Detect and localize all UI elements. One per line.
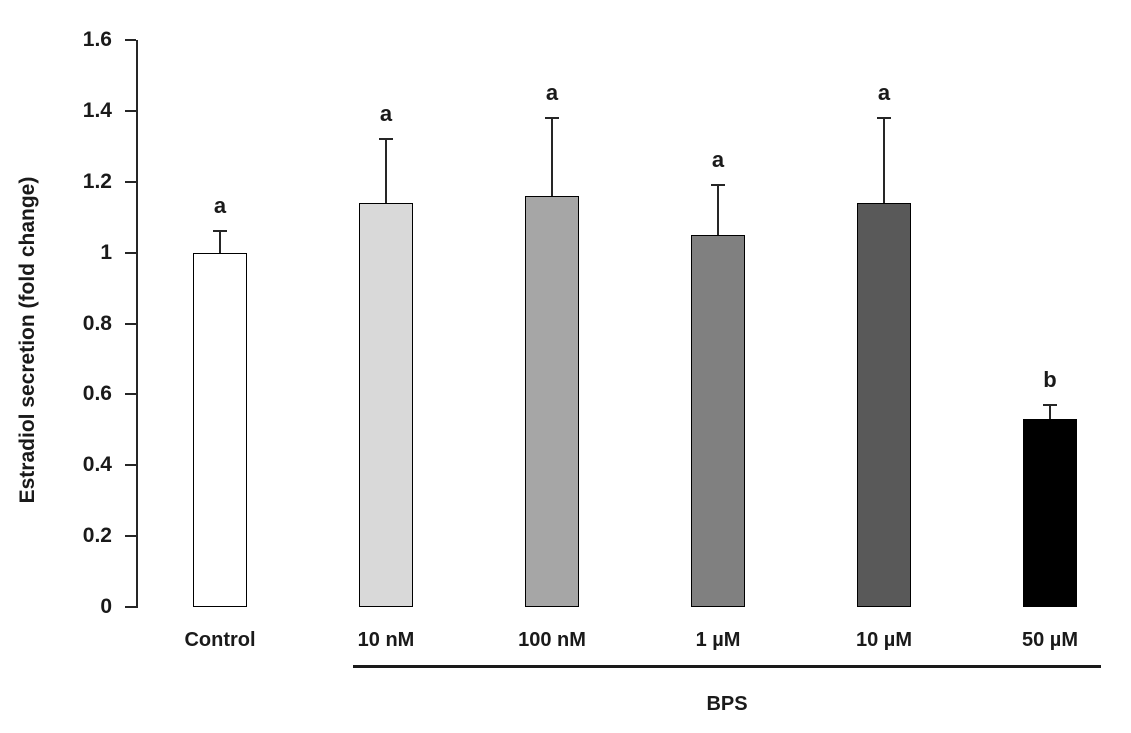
significance-letter: a (213, 193, 227, 219)
x-category-label: Control (184, 629, 256, 651)
significance-letter: a (379, 101, 393, 127)
bps-group-underline (353, 665, 1101, 668)
error-bar-whisker (883, 117, 885, 203)
bar-1 µM (691, 234, 745, 607)
bar-Control (193, 252, 247, 607)
error-bar-cap (877, 116, 891, 119)
y-tick-label: 0.4 (82, 453, 112, 477)
significance-letter: a (877, 79, 891, 105)
y-tick-mark (125, 109, 136, 112)
y-tick-mark (125, 464, 136, 467)
y-tick-mark (125, 606, 136, 608)
significance-letter: b (1043, 367, 1057, 392)
error-bar-cap (379, 138, 393, 141)
error-bar-whisker (385, 139, 387, 203)
y-tick-label: 0.2 (82, 524, 112, 548)
error-bar-cap (545, 116, 559, 119)
y-tick-mark (125, 180, 136, 183)
y-tick-label: 1.2 (82, 169, 112, 193)
error-bar-whisker (717, 185, 719, 235)
y-tick-label: 1.4 (82, 98, 112, 122)
x-category-label: 1 µM (695, 629, 741, 651)
y-axis-line (136, 40, 138, 608)
x-category-label: 10 µM (856, 629, 912, 651)
y-tick-mark (125, 393, 136, 396)
error-bar-whisker (219, 231, 221, 253)
error-bar-whisker (551, 117, 553, 196)
y-tick-label: 0 (100, 595, 112, 618)
y-tick-label: 0.8 (82, 311, 112, 335)
bar-50 µM (1023, 419, 1077, 607)
significance-letter: a (711, 147, 725, 173)
y-axis-title: Estradiol secretion (fold change) (16, 176, 39, 504)
y-tick-mark (125, 322, 136, 325)
y-tick-mark (125, 251, 136, 254)
bar-10 µM (857, 203, 911, 607)
x-category-label: 10 nM (357, 629, 415, 651)
y-tick-mark (125, 39, 136, 41)
bar-100 nM (525, 195, 579, 607)
error-bar-cap (711, 184, 725, 187)
x-category-label: 100 nM (518, 629, 586, 651)
error-bar-whisker (1049, 405, 1051, 420)
bar-10 nM (359, 203, 413, 607)
bps-group-label: BPS (706, 693, 748, 715)
y-tick-label: 1.6 (82, 28, 112, 51)
y-tick-label: 1 (100, 240, 112, 264)
x-category-label: 50 µM (1022, 629, 1078, 651)
y-tick-label: 0.6 (82, 382, 112, 406)
y-tick-mark (125, 535, 136, 538)
significance-letter: a (545, 79, 559, 105)
error-bar-cap (1043, 404, 1057, 406)
error-bar-cap (213, 230, 227, 233)
